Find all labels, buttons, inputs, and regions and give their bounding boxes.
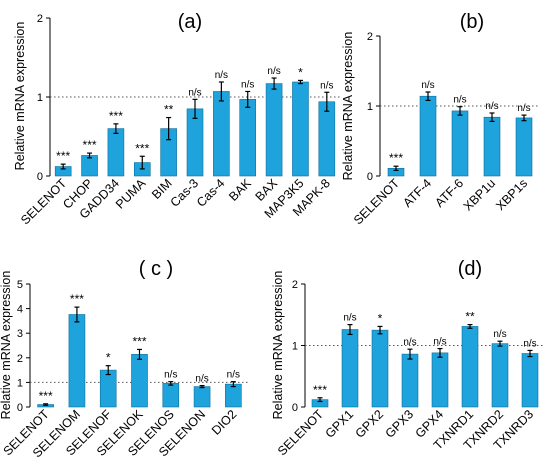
panel-3-y-tick-label: 1 bbox=[17, 377, 23, 389]
panel-3-bar-selenok bbox=[131, 354, 148, 408]
panel-4-significance-label: n/s bbox=[523, 338, 536, 349]
panel-2-category-label: XBP1u bbox=[461, 176, 498, 213]
panel-1-bar-bax bbox=[265, 83, 283, 177]
panel-3-significance-label: *** bbox=[39, 389, 53, 403]
panel-3-y-tick-label: 3 bbox=[17, 328, 23, 340]
panel-1-bar-bak bbox=[239, 99, 257, 177]
panel-1-significance-label: * bbox=[298, 65, 303, 79]
panel-4-category-label: GPX3 bbox=[383, 407, 417, 441]
panel-3-category-label: DIO2 bbox=[209, 407, 240, 438]
panel-3-significance-label: *** bbox=[132, 334, 146, 348]
panel-2-bar-atf-4 bbox=[419, 95, 437, 177]
panel-4-bar-txnrd2 bbox=[491, 343, 509, 408]
panel-3-chart: ( c )Relative mRNA expression 012345***SE… bbox=[0, 258, 249, 460]
panel-1-significance-label: ** bbox=[164, 103, 174, 117]
panel-2-y-tick-label: 1 bbox=[367, 101, 373, 113]
panel-2-bar-atf-6 bbox=[451, 110, 469, 177]
panel-3-significance-label: n/s bbox=[227, 370, 240, 381]
panel-2-category-label: SELENOT bbox=[351, 176, 402, 227]
panel-4-significance-label: n/s bbox=[403, 337, 416, 348]
panel-1-bar-cas-4 bbox=[213, 91, 230, 177]
panel-3-bar-selenos bbox=[162, 383, 180, 408]
panel-4-significance-label: ** bbox=[465, 310, 475, 324]
panel-1-bar-map3k5 bbox=[292, 81, 309, 177]
panel-2-y-axis-label: Relative mRNA expression bbox=[341, 32, 355, 181]
panel-3-y-tick-label: 2 bbox=[17, 353, 23, 365]
panel-4-bar-gpx1 bbox=[341, 329, 359, 408]
panel-4-significance-label: n/s bbox=[343, 313, 356, 324]
panel-3-y-tick-label: 4 bbox=[17, 304, 23, 316]
panel-4-y-tick-label: 0 bbox=[292, 402, 298, 414]
panel-2-y-tick-label: 0 bbox=[367, 171, 373, 183]
panel-4-bar-gpx4 bbox=[431, 352, 449, 408]
panel-3-y-axis-label: Relative mRNA expression bbox=[0, 271, 13, 420]
panel-3-significance-label: n/s bbox=[195, 374, 208, 385]
panel-2-significance-label: *** bbox=[389, 151, 403, 165]
panel-3-bar-selenon bbox=[193, 386, 211, 408]
panel-3-y-tick-label: 0 bbox=[17, 402, 23, 414]
panel-1-y-tick-label: 0 bbox=[37, 171, 43, 183]
panel-4-category-label: GPX1 bbox=[323, 407, 357, 441]
panel-2-chart: (b) Relative mRNA expression 0 1 2 *** SELENOT… bbox=[341, 11, 540, 227]
panel-2-y-tick-label: 2 bbox=[367, 31, 373, 43]
panel-4-title: (d) bbox=[458, 258, 482, 280]
panel-3-significance-label: n/s bbox=[164, 370, 177, 381]
panel-4-y-tick-label: 2 bbox=[292, 279, 298, 291]
panel-4-significance-label: n/s bbox=[433, 337, 446, 348]
panel-3-significance-label: *** bbox=[70, 292, 84, 306]
panel-4-bar-gpx3 bbox=[401, 353, 419, 408]
panel-1-significance-label: n/s bbox=[215, 70, 228, 81]
panel-2-bar-xbp1s bbox=[515, 117, 533, 177]
panel-1-y-tick-label: 1 bbox=[37, 92, 43, 104]
panel-2-significance-label: n/s bbox=[517, 103, 530, 114]
panel-2-category-label: ATF-4 bbox=[400, 176, 434, 210]
panel-2-significance-label: n/s bbox=[485, 101, 498, 112]
panel-1-chart: (a)Relative mRNA expression012***SELENOT… bbox=[13, 11, 340, 227]
panel-3-bar-selenom bbox=[68, 314, 86, 408]
panel-1-significance-label: *** bbox=[56, 149, 70, 163]
panel-1-significance-label: n/s bbox=[267, 66, 280, 77]
panel-1-significance-label: *** bbox=[83, 138, 97, 152]
panel-4-bar-txnrd3 bbox=[521, 353, 539, 408]
panel-1-significance-label: n/s bbox=[320, 80, 333, 91]
panel-1-category-label: PUMA bbox=[113, 176, 149, 212]
panel-1-bar-chop bbox=[81, 155, 98, 177]
panel-3-bar-selenof bbox=[99, 369, 117, 408]
panel-1-significance-label: *** bbox=[109, 109, 123, 123]
panel-1-category-label: BAK bbox=[226, 176, 254, 204]
panel-1-bar-gadd34 bbox=[107, 128, 125, 177]
panel-1-significance-label: n/s bbox=[241, 79, 254, 90]
panel-3-significance-label: * bbox=[106, 351, 111, 365]
panel-1-significance-label: n/s bbox=[188, 87, 201, 98]
panel-4-bar-txnrd1 bbox=[461, 326, 479, 408]
panel-4-significance-label: n/s bbox=[493, 329, 506, 340]
panel-1-category-label: Cas-3 bbox=[168, 176, 202, 210]
panel-2-title: (b) bbox=[460, 11, 484, 33]
panel-1-significance-label: *** bbox=[135, 141, 149, 155]
panel-3-title: ( c ) bbox=[139, 258, 173, 280]
panel-4-chart: (d)Relative mRNA expression 012***SELENOT… bbox=[271, 258, 545, 458]
panel-2-significance-label: n/s bbox=[453, 95, 466, 106]
panel-4-bar-gpx2 bbox=[371, 329, 389, 408]
panel-4-significance-label: * bbox=[378, 311, 383, 325]
panel-1-y-tick-label: 2 bbox=[37, 13, 43, 25]
panel-4-y-axis-label: Relative mRNA expression bbox=[271, 271, 285, 420]
panel-3-bar-dio2 bbox=[225, 383, 242, 408]
panel-3-y-tick-label: 5 bbox=[17, 279, 23, 291]
panel-1-title: (a) bbox=[178, 11, 202, 33]
panel-2-category-label: XBP1s bbox=[493, 176, 530, 213]
panel-4-significance-label: *** bbox=[313, 383, 327, 397]
panel-1-category-label: Cas-4 bbox=[194, 176, 228, 210]
panel-4-y-tick-label: 1 bbox=[292, 341, 298, 353]
panel-4-category-label: GPX2 bbox=[353, 407, 387, 441]
panel-2-significance-label: n/s bbox=[421, 80, 434, 91]
panel-2-bar-xbp1u bbox=[483, 116, 501, 177]
panel-1-bar-mapk-8 bbox=[318, 101, 336, 177]
panel-1-y-axis-label: Relative mRNA expression bbox=[13, 22, 27, 171]
